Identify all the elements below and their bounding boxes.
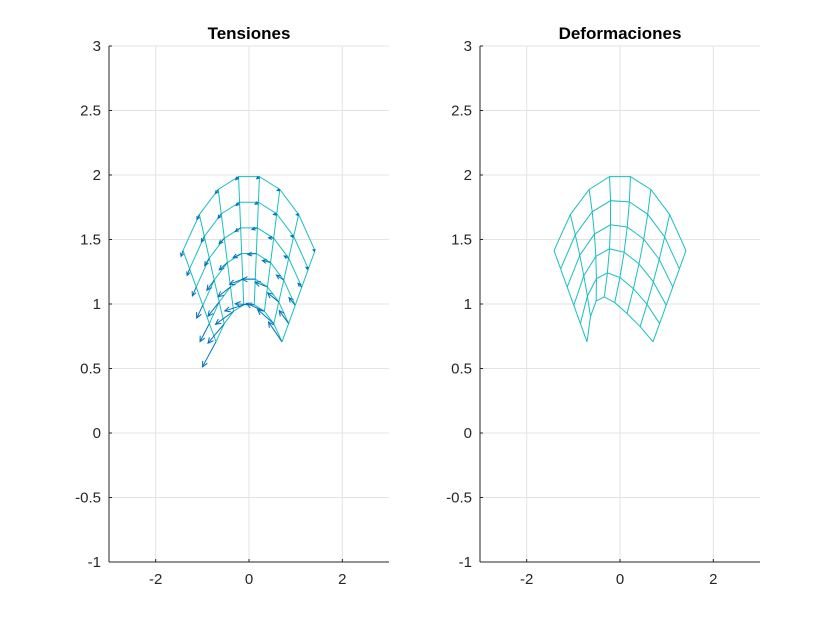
y-tick-label: 0 bbox=[464, 425, 472, 442]
y-tick-label: -1 bbox=[459, 554, 472, 571]
x-tick-label: 2 bbox=[338, 571, 346, 588]
y-tick-label: 2 bbox=[464, 167, 472, 184]
y-tick-label: -1 bbox=[88, 554, 101, 571]
mesh-radial-line bbox=[554, 251, 587, 342]
y-tick-label: -0.5 bbox=[446, 490, 472, 507]
x-tick-label: 0 bbox=[616, 571, 624, 588]
y-tick-label: 0 bbox=[93, 425, 101, 442]
mesh-radial-line bbox=[589, 189, 596, 300]
mesh-radial-line bbox=[239, 177, 244, 305]
y-tick-label: 3 bbox=[93, 38, 101, 55]
y-tick-label: 3 bbox=[464, 38, 472, 55]
y-tick-label: 1 bbox=[464, 296, 472, 313]
subplot-1: -2 0 2 -1 -0.5 0 0.5 1 1.5 2 2.5 3 Tensiones bbox=[75, 24, 389, 588]
x-tick-label: -2 bbox=[520, 571, 533, 588]
quiver-arrow bbox=[258, 309, 274, 323]
y-tick-label: 1.5 bbox=[451, 232, 472, 249]
y-tick-label: 2.5 bbox=[451, 103, 472, 120]
y-tick-label: 1.5 bbox=[80, 232, 101, 249]
subplot-title: Tensiones bbox=[208, 24, 291, 43]
subplot-title: Deformaciones bbox=[559, 24, 682, 43]
x-tick-label: 0 bbox=[245, 571, 253, 588]
x-tick-label: -2 bbox=[149, 571, 162, 588]
quiver-arrow bbox=[202, 342, 216, 367]
y-tick-label: -0.5 bbox=[75, 490, 101, 507]
x-tick-label: 2 bbox=[709, 571, 717, 588]
y-tick-label: 2 bbox=[93, 167, 101, 184]
mesh-radial-line bbox=[570, 215, 590, 317]
quiver-arrow bbox=[216, 311, 234, 324]
y-tick-label: 0.5 bbox=[451, 361, 472, 378]
y-tick-label: 1 bbox=[93, 296, 101, 313]
y-tick-label: 0.5 bbox=[80, 361, 101, 378]
quiver-arrow bbox=[268, 322, 282, 342]
y-tick-label: 2.5 bbox=[80, 103, 101, 120]
mesh-radial-line bbox=[604, 177, 610, 297]
quiver-arrow bbox=[200, 324, 209, 342]
subplot-2: -2 0 2 -1 -0.5 0 0.5 1 1.5 2 2.5 3 Deformaciones bbox=[446, 24, 760, 588]
